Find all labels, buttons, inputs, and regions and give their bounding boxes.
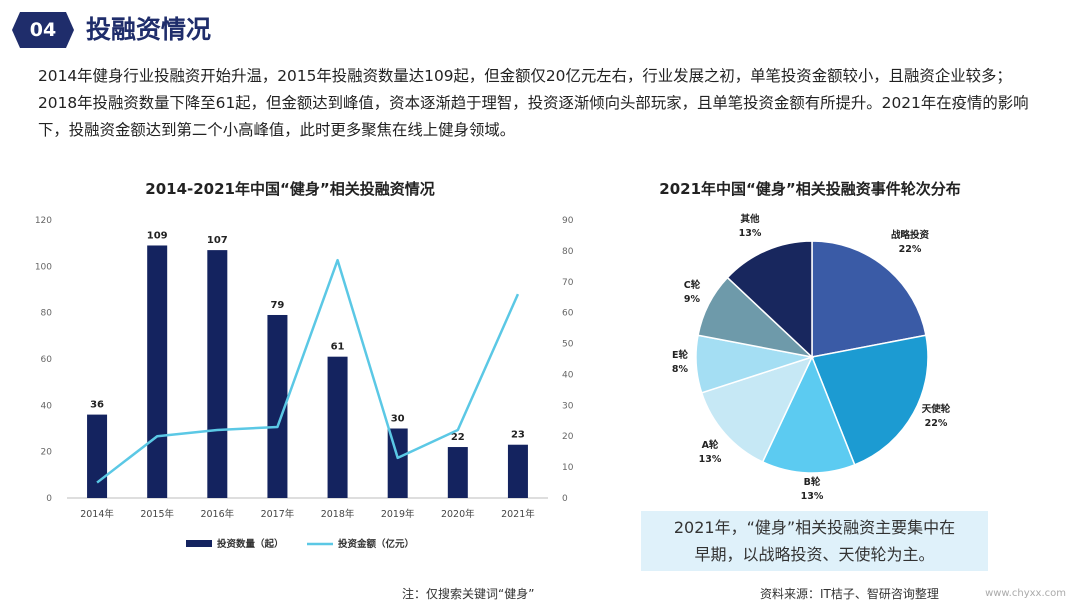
right-axis-tick-label: 50 — [562, 340, 574, 350]
right-axis-tick-label: 70 — [562, 278, 574, 288]
right-axis-tick-label: 30 — [562, 401, 574, 411]
count-bar — [327, 356, 348, 498]
legend-amount-label: 投资金额（亿元） — [338, 538, 414, 550]
round-distribution-pie-chart: 战略投资 22% 天使轮 22% B轮 13% A轮 13% E轮 8% C轮 9% 其他 13% — [672, 213, 951, 500]
pie-slice-percent-label: 22% — [925, 418, 948, 429]
left-axis-tick-label: 100 — [35, 262, 52, 272]
x-axis-tick-label: 2017年 — [261, 508, 295, 520]
left-axis-tick-label: 40 — [41, 401, 53, 411]
pie-slice — [726, 240, 813, 359]
pie-slice-percent-label: 13% — [801, 491, 824, 500]
left-axis-tick-label: 120 — [35, 216, 52, 226]
pie-slice-name-label: 战略投资 — [891, 229, 930, 241]
right-axis-tick-label: 0 — [562, 494, 568, 504]
count-bar — [447, 447, 468, 498]
right-axis-tick-label: 10 — [562, 463, 574, 473]
left-axis-tick-label: 20 — [41, 448, 53, 458]
intro-paragraph: 2014年健身行业投融资开始升温，2015年投融资数量达109起，但金额仅20亿… — [38, 67, 1029, 139]
pie-slice — [811, 240, 927, 358]
pie-slice-name-label: 其他 — [740, 213, 760, 225]
count-bar — [267, 314, 288, 498]
x-axis-tick-label: 2020年 — [441, 508, 475, 520]
pie-slice-percent-label: 13% — [739, 228, 762, 239]
left-axis-tick-label: 80 — [41, 309, 53, 319]
count-bar — [87, 414, 108, 498]
investment-combo-chart: 0 20 40 60 80 100 120 0 10 20 30 40 50 60 70 80 90 36 109 1… — [35, 216, 574, 550]
watermark-url: www.chyxx.com — [985, 588, 1066, 599]
right-axis-tick-label: 20 — [562, 432, 574, 442]
count-bar-value-label: 36 — [90, 400, 104, 411]
callout-line-1: 2021年，“健身”相关投融资主要集中在 — [673, 518, 956, 537]
right-axis-tick-label: 80 — [562, 247, 574, 257]
left-axis-tick-label: 60 — [41, 355, 53, 365]
pie-slice-name-label: 天使轮 — [922, 403, 951, 415]
section-number-badge: 04 — [12, 12, 74, 48]
section-number: 04 — [29, 19, 57, 41]
x-axis-tick-label: 2014年 — [80, 508, 114, 520]
count-bar — [207, 250, 228, 498]
pie-slice-percent-label: 8% — [672, 364, 689, 375]
count-bar-value-label: 30 — [391, 414, 405, 425]
legend-count-label: 投资数量（起） — [217, 538, 284, 550]
legend-count-swatch — [186, 540, 212, 547]
pie-slice-percent-label: 22% — [899, 244, 922, 255]
count-bar — [507, 444, 528, 498]
conclusion-callout: 2021年，“健身”相关投融资主要集中在 早期，以战略投资、天使轮为主。 — [641, 511, 988, 571]
amount-line — [96, 258, 520, 484]
count-bar-value-label: 22 — [451, 432, 465, 443]
pie-slice-name-label: E轮 — [672, 349, 688, 361]
pie-slice — [700, 355, 814, 463]
footnote: 注：仅搜索关键词“健身” — [402, 587, 535, 601]
right-axis-tick-label: 90 — [562, 216, 574, 226]
right-axis-tick-label: 60 — [562, 309, 574, 319]
x-axis-tick-label: 2015年 — [140, 508, 174, 520]
callout-line-2: 早期，以战略投资、天使轮为主。 — [694, 545, 935, 564]
x-axis-tick-label: 2018年 — [321, 508, 355, 520]
pie-slice — [810, 334, 929, 466]
page-title: 投融资情况 — [86, 15, 212, 44]
pie-slice-percent-label: 9% — [684, 294, 701, 305]
right-axis-tick-label: 40 — [562, 370, 574, 380]
pie-slice-name-label: B轮 — [804, 476, 821, 488]
count-bar-value-label: 109 — [147, 230, 168, 241]
count-bar-value-label: 107 — [207, 235, 228, 246]
count-bar — [147, 245, 168, 498]
x-axis-tick-label: 2019年 — [381, 508, 415, 520]
count-bar-value-label: 79 — [270, 300, 284, 311]
pie-slice-name-label: A轮 — [702, 439, 719, 451]
count-bar-value-label: 23 — [511, 430, 525, 441]
source-note: 资料来源：IT桔子、智研咨询整理 — [760, 587, 939, 601]
bar-chart-title: 2014-2021年中国“健身”相关投融资情况 — [145, 180, 435, 198]
pie-slice-percent-label: 13% — [699, 454, 722, 465]
x-axis-tick-label: 2016年 — [200, 508, 234, 520]
pie-chart-title: 2021年中国“健身”相关投融资事件轮次分布 — [659, 180, 961, 198]
x-axis-tick-label: 2021年 — [501, 508, 535, 520]
pie-slice — [761, 355, 856, 474]
left-axis-tick-label: 0 — [46, 494, 52, 504]
count-bar — [387, 428, 408, 498]
count-bar-value-label: 61 — [331, 342, 345, 353]
pie-slice-name-label: C轮 — [684, 279, 701, 291]
